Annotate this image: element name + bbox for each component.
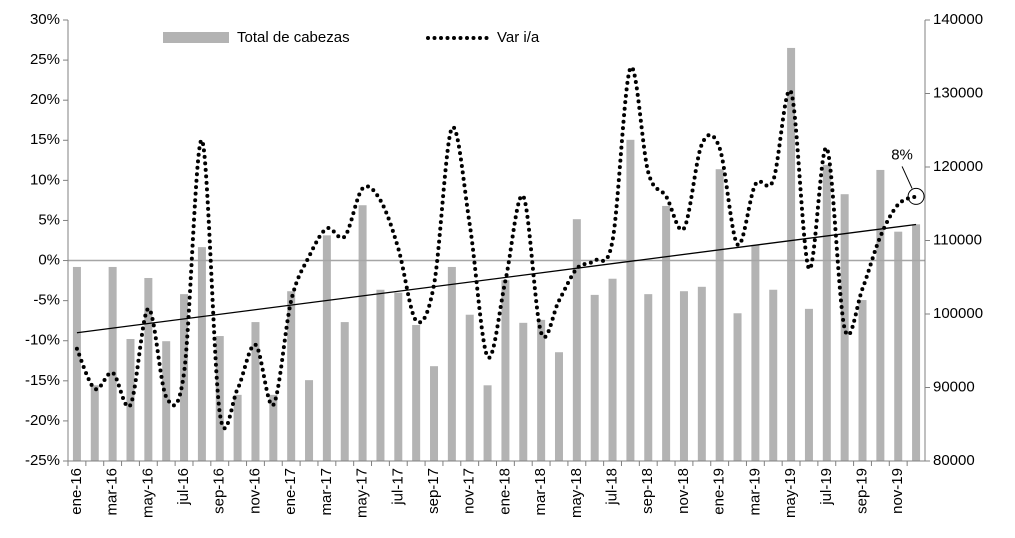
- y-tick-label: 30%: [30, 11, 60, 28]
- x-tick-label: jul-17: [389, 468, 406, 506]
- y-tick-label: 5%: [38, 211, 60, 228]
- x-tick-label: mar-18: [532, 468, 549, 516]
- bar: [394, 292, 403, 461]
- annotation: 8%: [891, 146, 913, 163]
- bar: [876, 169, 885, 461]
- x-tick-label: mar-17: [318, 468, 335, 516]
- bar: [144, 277, 153, 461]
- bar: [572, 219, 581, 461]
- x-tick-label: ene-18: [496, 468, 513, 515]
- bar: [537, 319, 546, 461]
- y2-tick-label: 140000: [933, 11, 983, 28]
- bar: [554, 352, 563, 461]
- bar: [305, 380, 314, 461]
- y2-tick-label: 130000: [933, 84, 983, 101]
- x-tick-label: nov-17: [461, 468, 478, 514]
- x-tick-label: nov-18: [675, 468, 692, 514]
- trend-line: [76, 223, 917, 334]
- bar: [197, 247, 206, 461]
- bar: [90, 385, 99, 461]
- bar: [769, 289, 778, 461]
- x-tick-label: nov-19: [889, 468, 906, 514]
- bar: [644, 294, 653, 461]
- bar: [733, 313, 742, 461]
- x-tick-label: may-16: [139, 468, 156, 518]
- y-tick-label: -25%: [25, 452, 60, 469]
- y-tick-label: -20%: [25, 412, 60, 429]
- bar: [858, 300, 867, 461]
- y-tick-label: 20%: [30, 91, 60, 108]
- bar: [626, 139, 635, 461]
- bar: [804, 308, 813, 461]
- x-tick-label: may-18: [568, 468, 585, 518]
- legend-label: Total de cabezas: [237, 29, 350, 46]
- bar: [251, 322, 260, 461]
- x-tick-label: jul-16: [175, 468, 192, 506]
- x-tick-label: jul-19: [818, 468, 835, 506]
- bar: [162, 341, 171, 461]
- bar: [662, 205, 671, 461]
- y-tick-label: -15%: [25, 372, 60, 389]
- x-tick-label: may-19: [782, 468, 799, 518]
- bar: [697, 286, 706, 461]
- bar: [340, 322, 349, 461]
- y-tick-label: 25%: [30, 51, 60, 68]
- x-tick-label: ene-17: [282, 468, 299, 515]
- bar: [715, 169, 724, 461]
- bar: [501, 280, 510, 461]
- y2-tick-label: 90000: [933, 378, 975, 395]
- x-tick-label: sep-17: [425, 468, 442, 514]
- bar: [233, 394, 242, 461]
- bar: [679, 291, 688, 461]
- bar: [180, 294, 189, 461]
- legend-swatch: [163, 32, 229, 43]
- y2-tick-label: 100000: [933, 305, 983, 322]
- bar: [358, 205, 367, 461]
- x-tick-label: mar-19: [746, 468, 763, 516]
- y2-tick-label: 120000: [933, 158, 983, 175]
- x-tick-label: ene-16: [68, 468, 85, 515]
- annotation-circle: [907, 187, 925, 205]
- bar: [126, 338, 135, 461]
- bar: [483, 385, 492, 461]
- y-tick-label: -5%: [33, 292, 60, 309]
- y-tick-label: 10%: [30, 171, 60, 188]
- bar: [519, 322, 528, 461]
- bar: [287, 291, 296, 461]
- bar: [269, 394, 278, 461]
- x-tick-label: sep-19: [853, 468, 870, 514]
- bar: [751, 244, 760, 461]
- x-tick-label: sep-18: [639, 468, 656, 514]
- bar: [787, 47, 796, 462]
- x-tick-label: ene-19: [711, 468, 728, 515]
- legend-label: Var i/a: [497, 29, 540, 46]
- line: [74, 65, 919, 431]
- x-tick-label: jul-18: [604, 468, 621, 506]
- y-tick-label: 15%: [30, 131, 60, 148]
- x-tick-label: may-17: [354, 468, 371, 518]
- x-tick-label: mar-16: [104, 468, 121, 516]
- bar: [108, 266, 117, 461]
- bar: [590, 294, 599, 461]
- bar: [447, 266, 456, 461]
- x-tick-label: nov-16: [246, 468, 263, 514]
- bar: [322, 235, 331, 461]
- y2-tick-label: 110000: [933, 231, 982, 248]
- bar: [822, 164, 831, 462]
- bar: [412, 325, 421, 461]
- bar: [72, 266, 81, 461]
- bar: [376, 289, 385, 461]
- bar: [894, 231, 903, 461]
- bar: [608, 278, 617, 461]
- x-tick-label: sep-16: [211, 468, 228, 514]
- bar: [912, 224, 921, 461]
- y-tick-label: -10%: [25, 332, 60, 349]
- y-tick-label: 0%: [38, 252, 60, 269]
- bar: [430, 366, 439, 461]
- annotation-leader: [901, 166, 913, 189]
- y2-tick-label: 80000: [933, 452, 975, 469]
- bar: [465, 314, 474, 461]
